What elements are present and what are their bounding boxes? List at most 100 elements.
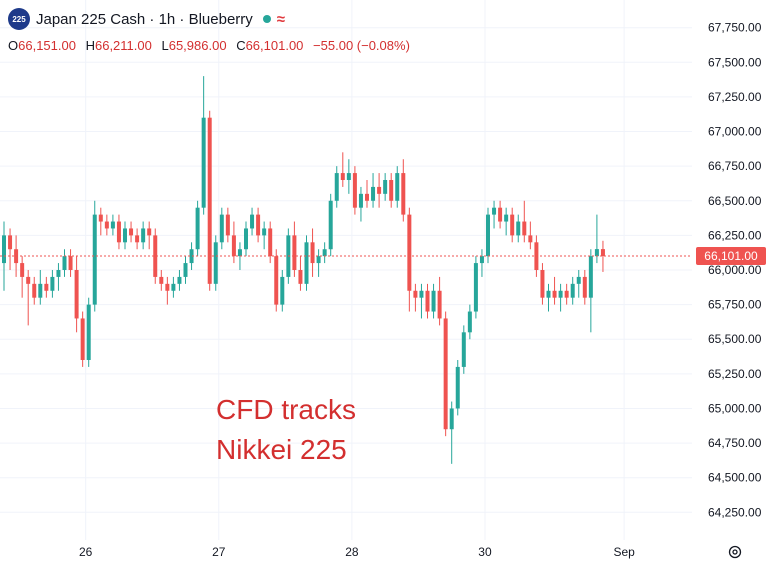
candle [546, 283, 551, 312]
candle-body [340, 173, 345, 180]
y-tick-label: 65,000.00 [708, 401, 762, 415]
y-tick-label: 67,250.00 [708, 90, 762, 104]
y-tick-label: 66,500.00 [708, 194, 762, 208]
candle-body [280, 276, 285, 305]
candle [600, 240, 605, 272]
y-tick-label: 67,750.00 [708, 21, 762, 35]
candle [159, 270, 164, 291]
candle [110, 214, 115, 236]
candle [250, 207, 255, 236]
candle [80, 311, 85, 367]
candle-body [74, 270, 79, 319]
candle-body [231, 235, 236, 257]
candle [328, 193, 333, 257]
candle-body [492, 207, 497, 215]
annotation-line-1: CFD tracks [216, 394, 356, 425]
candle-body [510, 214, 515, 236]
candle [449, 401, 454, 464]
candle [570, 276, 575, 305]
close-label: C [236, 38, 246, 53]
y-tick-label: 65,250.00 [708, 367, 762, 381]
candle-body [244, 228, 248, 250]
wave-icon[interactable]: ≈ [276, 10, 286, 28]
candle-body [213, 242, 218, 284]
annotation-line-2: Nikkei 225 [216, 434, 347, 465]
candle-body [50, 276, 55, 291]
candle-body [26, 276, 31, 284]
x-tick-label: Sep [613, 545, 635, 559]
candle [498, 200, 503, 229]
candle-body [558, 290, 563, 298]
y-tick-label: 66,750.00 [708, 159, 762, 173]
x-tick-label: 26 [79, 545, 93, 559]
y-tick-label: 64,250.00 [708, 505, 762, 519]
candle-body [62, 256, 67, 270]
y-tick-label: 67,000.00 [708, 125, 762, 139]
candle-body [92, 214, 97, 305]
candle-body [419, 290, 424, 298]
candle-body [322, 249, 327, 257]
candle [298, 256, 303, 291]
candle-body [395, 173, 400, 201]
candle [171, 276, 176, 298]
candle [516, 214, 521, 243]
candle-body [201, 117, 206, 208]
candle-body [8, 235, 13, 250]
candle [407, 207, 412, 312]
y-tick-label: 67,500.00 [708, 55, 762, 69]
candle [68, 249, 73, 277]
candle [256, 207, 261, 243]
settings-gear-icon[interactable] [728, 545, 742, 559]
candle-body [461, 332, 466, 367]
candle [262, 221, 267, 250]
candle-body [431, 290, 436, 312]
candle-body [377, 186, 382, 194]
candle-body [298, 270, 303, 284]
candle [594, 214, 599, 264]
candle [582, 270, 587, 305]
candle-body [582, 276, 587, 298]
candle-body [250, 214, 255, 229]
candle-body [498, 207, 503, 222]
candle [467, 304, 472, 340]
candle [425, 283, 430, 319]
y-tick-label: 64,500.00 [708, 471, 762, 485]
candle [8, 228, 13, 270]
last-price-badge: 66,101.00 [696, 247, 766, 266]
candle-body [516, 221, 521, 236]
candle [189, 242, 194, 270]
candle [177, 270, 182, 291]
candle [340, 152, 345, 187]
candle [346, 159, 351, 194]
candle-body [389, 180, 394, 201]
candle [431, 283, 436, 319]
y-tick-label: 64,750.00 [708, 436, 762, 450]
candle-body [334, 173, 339, 201]
candle [365, 180, 369, 208]
candle-body [352, 173, 357, 208]
candle [165, 276, 170, 305]
candle [129, 221, 134, 243]
candle [413, 283, 418, 312]
candle [62, 249, 67, 277]
candle [116, 214, 121, 250]
chart-title[interactable]: Japan 225 Cash · 1h · Blueberry [36, 10, 253, 28]
high-label: H [85, 38, 95, 53]
time-axis: 26 27 28 30 Sep [79, 545, 635, 559]
y-tick-label: 66,250.00 [708, 228, 762, 242]
candle [473, 256, 478, 319]
candle-body [528, 235, 533, 243]
candle [44, 276, 49, 298]
candle [576, 270, 581, 298]
low-value: 65,986.00 [168, 38, 227, 53]
candle-body [401, 173, 406, 215]
candle-body [425, 290, 430, 312]
y-tick-label: 65,500.00 [708, 332, 762, 346]
x-tick-label: 30 [478, 545, 492, 559]
candle-body [135, 235, 140, 243]
candle-body [207, 117, 212, 284]
candle [377, 173, 382, 208]
candle [219, 207, 224, 250]
candle [486, 207, 490, 264]
